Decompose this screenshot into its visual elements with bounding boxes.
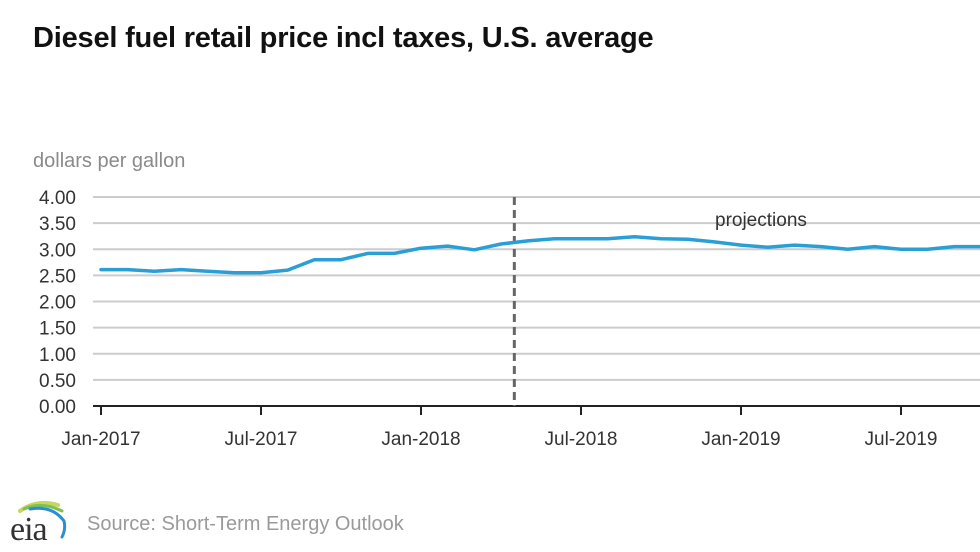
eia-logo-text: eia <box>10 511 48 548</box>
y-tick-label: 1.50 <box>39 319 76 340</box>
y-tick-label: 4.00 <box>39 188 76 209</box>
series-line <box>99 234 980 275</box>
y-tick-label: 0.50 <box>39 371 76 392</box>
source-note: Source: Short-Term Energy Outlook <box>87 513 404 535</box>
eia-logo: eia <box>6 497 72 548</box>
y-tick-label: 0.00 <box>39 397 76 418</box>
x-tick-label: Jul-2018 <box>545 429 618 450</box>
x-tick-label: Jan-2018 <box>381 429 460 450</box>
series-group <box>99 234 980 275</box>
y-tick-label: 2.50 <box>39 266 76 287</box>
y-tick-label: 3.50 <box>39 214 76 235</box>
x-tick-label: Jul-2019 <box>865 429 938 450</box>
x-tick-label: Jan-2017 <box>61 429 140 450</box>
eia-logo-swoosh-icon <box>18 501 67 539</box>
projections-annotation: projections <box>715 210 807 231</box>
x-axis: Jan-2017 Jul-2017 Jan-2018 Jul-2018 Jan-2019… <box>61 405 980 450</box>
y-tick-label: 1.00 <box>39 345 76 366</box>
y-axis-unit-label: dollars per gallon <box>33 150 186 172</box>
x-tick-label: Jan-2019 <box>701 429 780 450</box>
y-axis-ticks: 0.00 0.50 1.00 1.50 2.00 2.50 3.00 3.50 4.00 <box>39 188 76 418</box>
x-tick-label: Jul-2017 <box>225 429 298 450</box>
chart-title: Diesel fuel retail price incl taxes, U.S… <box>33 22 654 54</box>
y-tick-label: 2.00 <box>39 293 76 314</box>
y-tick-label: 3.00 <box>39 240 76 261</box>
gridlines <box>93 196 980 381</box>
